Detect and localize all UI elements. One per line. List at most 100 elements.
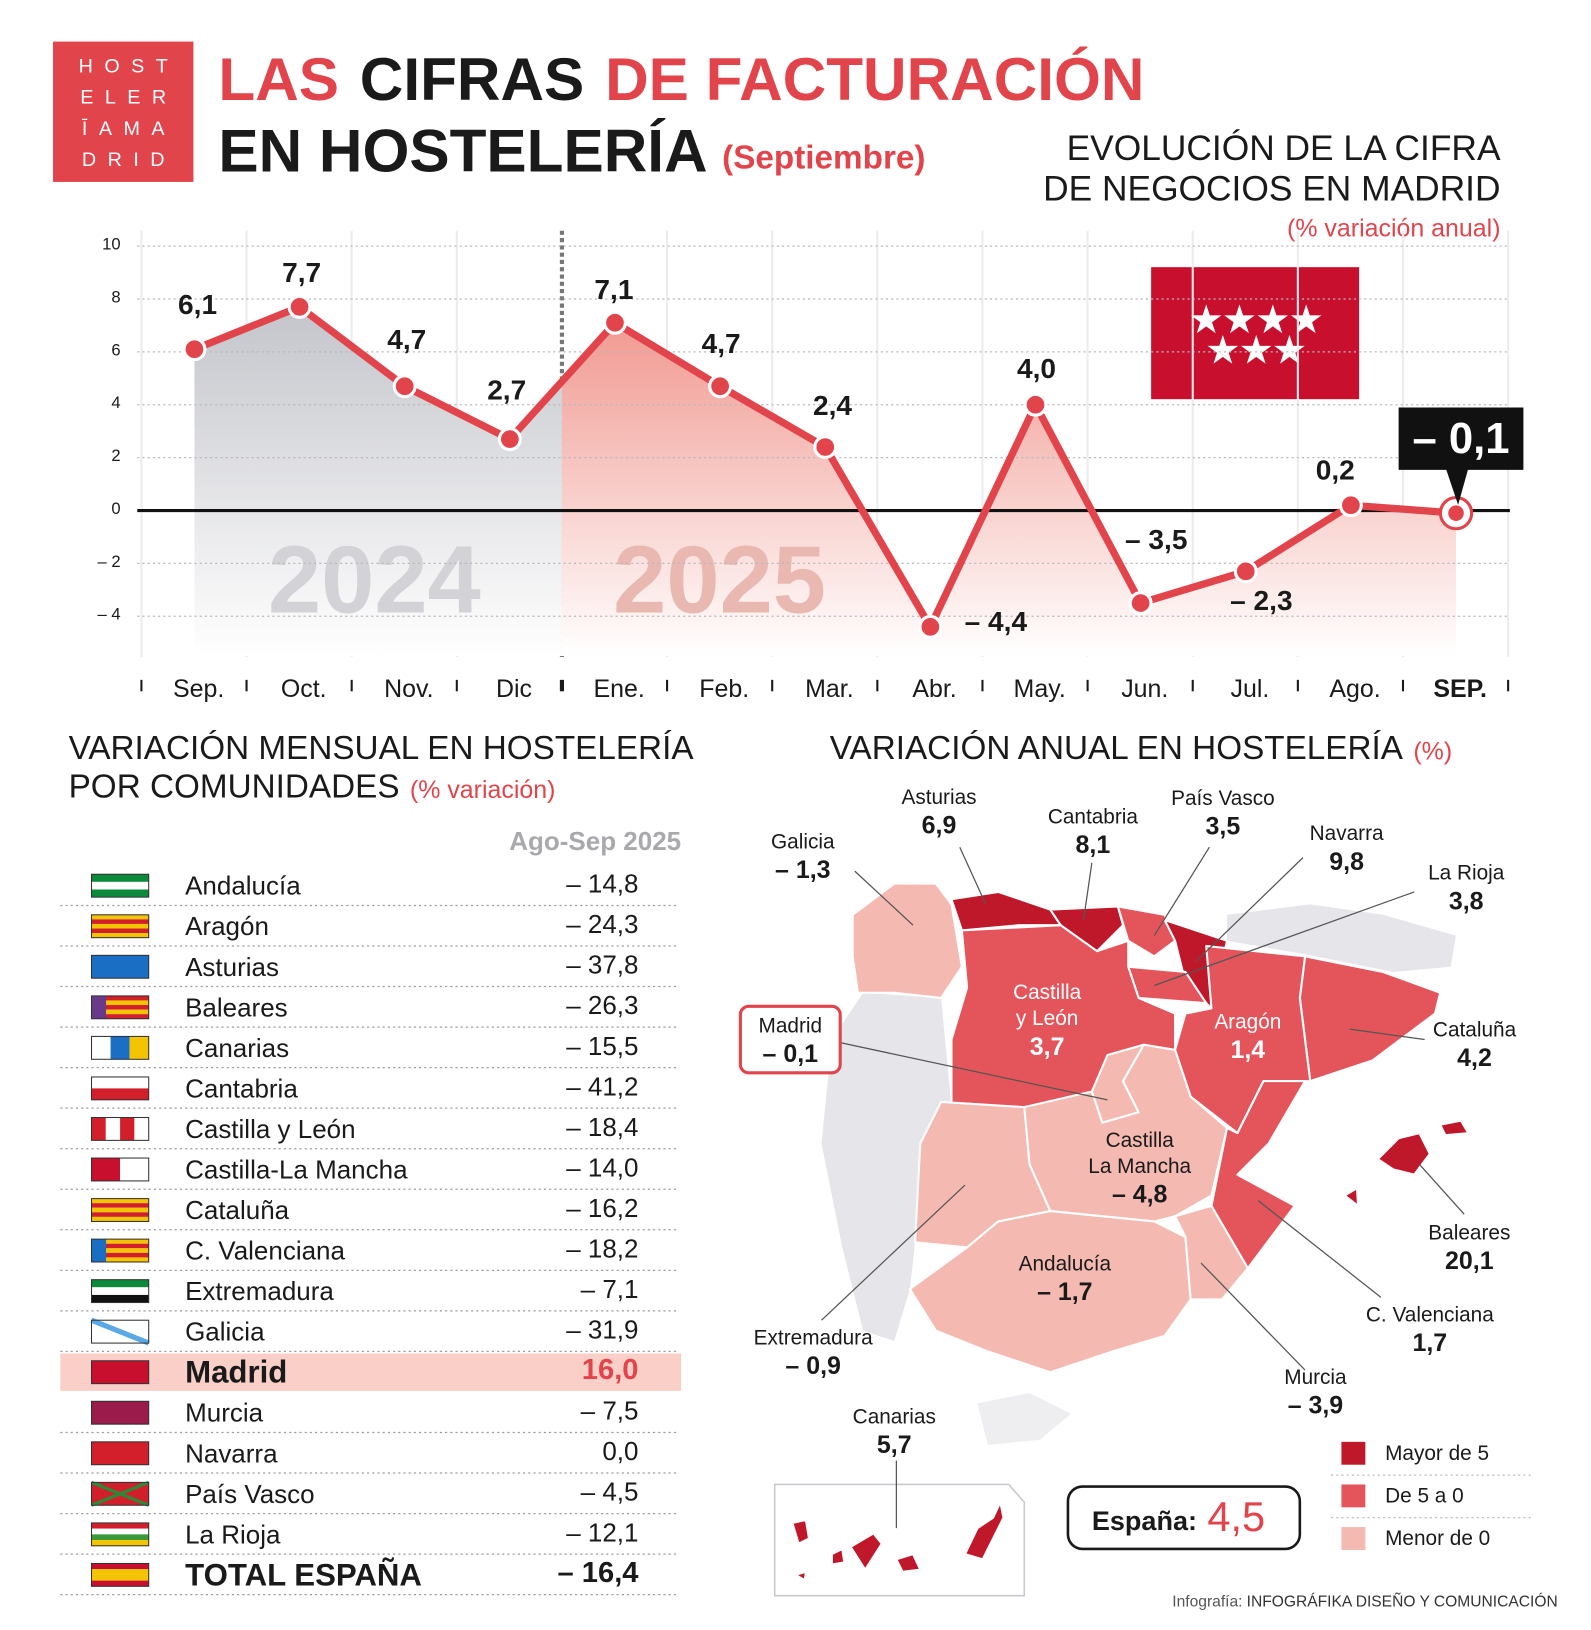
flag-border: [90, 914, 150, 939]
legend: Mayor de 5 De 5 a 0 Menor de 0: [1331, 1442, 1534, 1550]
flag-cross: [90, 1480, 150, 1507]
leader-line: [1418, 1163, 1465, 1215]
flag-stripe: [91, 1158, 121, 1181]
leader-line: [1153, 846, 1210, 936]
flag-border: [90, 1441, 150, 1466]
x-tick-label: May.: [1014, 675, 1066, 703]
flag-stripe: [91, 1279, 149, 1288]
x-tick-label: Abr.: [912, 675, 956, 703]
table-unit: (% variación): [410, 776, 556, 804]
flag-stripe: [91, 1207, 149, 1213]
flag-stripe: [91, 1441, 149, 1465]
canarias-inset: [773, 1483, 1026, 1597]
region-name: Extremadura: [754, 1326, 873, 1349]
legend-swatch: [1341, 1527, 1366, 1550]
logo-text: ĪAMA: [82, 117, 176, 140]
leader-line: [1349, 1028, 1425, 1041]
row-highlight: [60, 1353, 682, 1391]
leader-line: [1257, 1200, 1382, 1298]
flag-stripe: [91, 1563, 149, 1570]
region-value: 4,2: [1457, 1044, 1492, 1072]
region-name: C. Valenciana: [1366, 1304, 1494, 1327]
row-value: – 15,5: [566, 1031, 638, 1061]
callout-box: [1398, 407, 1524, 470]
flag-stripe: [91, 995, 149, 1001]
point: [918, 614, 943, 639]
flag-stripe: [91, 1076, 149, 1089]
flag-border: [90, 1481, 150, 1506]
value-label: 6,1: [178, 289, 217, 320]
flag-stripe: [91, 1522, 149, 1529]
region: [791, 1518, 811, 1545]
flag-stripe: [91, 1212, 149, 1217]
region-name: Castilla: [1013, 981, 1082, 1004]
flag-border: [90, 1116, 150, 1141]
point: [392, 374, 417, 399]
row-name: TOTAL ESPAÑA: [185, 1557, 422, 1592]
flag-stripe: [91, 1239, 149, 1244]
row-value: 16,0: [582, 1354, 639, 1386]
row-value: – 14,8: [566, 869, 638, 899]
flag-stars: ★★★★ ★★★: [1188, 298, 1324, 372]
flag-stripe: [91, 1216, 149, 1222]
flag-border: [90, 1035, 150, 1060]
region-value: – 4,8: [1112, 1180, 1168, 1208]
x-tick-label: Jul.: [1231, 675, 1270, 703]
flag-border: [90, 1400, 150, 1425]
region: [895, 1553, 922, 1573]
flag-stripe: [91, 1088, 149, 1100]
flag-border: [90, 873, 150, 898]
flag-stripe: [91, 955, 149, 979]
region: [1116, 905, 1177, 958]
flag-stripe: [91, 1252, 149, 1258]
flag-border: [90, 995, 150, 1020]
x-tick-label: Sep.: [173, 675, 224, 703]
point: [708, 374, 733, 399]
flag-border: [90, 1522, 150, 1547]
flag-band: [90, 1317, 150, 1346]
row-name: País Vasco: [185, 1479, 315, 1509]
flag-canton: [91, 995, 107, 1019]
flag-stripe: [129, 1036, 149, 1060]
y-tick-label: 4: [111, 393, 120, 412]
column-header: Ago-Sep 2025: [509, 826, 681, 856]
point: [1233, 559, 1258, 584]
region-name: País Vasco: [1171, 787, 1275, 810]
portugal: [821, 992, 952, 1342]
row-name: Castilla-La Mancha: [185, 1154, 408, 1184]
flag-border: [90, 1076, 150, 1101]
row-value: – 16,2: [566, 1193, 638, 1223]
region: [1343, 1187, 1360, 1207]
y-tick-label: 0: [111, 499, 120, 518]
flag-border: [90, 1562, 150, 1587]
logo-text: DRID: [82, 149, 176, 171]
value-label: 2,7: [487, 375, 526, 406]
leader-line: [840, 1042, 1108, 1101]
row-name: Cataluña: [185, 1195, 290, 1225]
flag-stripe: [110, 1036, 130, 1060]
logo-text: ELER: [80, 87, 177, 109]
map-unit: (%): [1413, 738, 1452, 766]
flag-stripe: [91, 1009, 149, 1015]
flag-stripe: [91, 914, 149, 920]
point: [603, 310, 627, 335]
spain-box: [1066, 1485, 1302, 1551]
spain-label: España:: [1092, 1506, 1197, 1536]
logo-text: HOST: [79, 56, 180, 78]
flag-border: [90, 1198, 150, 1222]
leader-line: [1200, 1262, 1306, 1371]
flag-border: [90, 1157, 150, 1182]
x-tick-label: Ago.: [1329, 675, 1380, 703]
flag-stripe: [91, 1401, 149, 1425]
region-value: 9,8: [1329, 848, 1364, 876]
flag-stripe: [91, 1014, 149, 1019]
y-tick-label: 6: [111, 340, 120, 359]
flag-stripe: [91, 1534, 149, 1541]
flag-border: [90, 1238, 150, 1263]
flag-canton: [91, 1239, 107, 1263]
flag-stripe: [91, 919, 149, 924]
row-name: Asturias: [185, 952, 279, 982]
table-title: VARIACIÓN MENSUAL EN HOSTELERÍA: [69, 729, 695, 767]
